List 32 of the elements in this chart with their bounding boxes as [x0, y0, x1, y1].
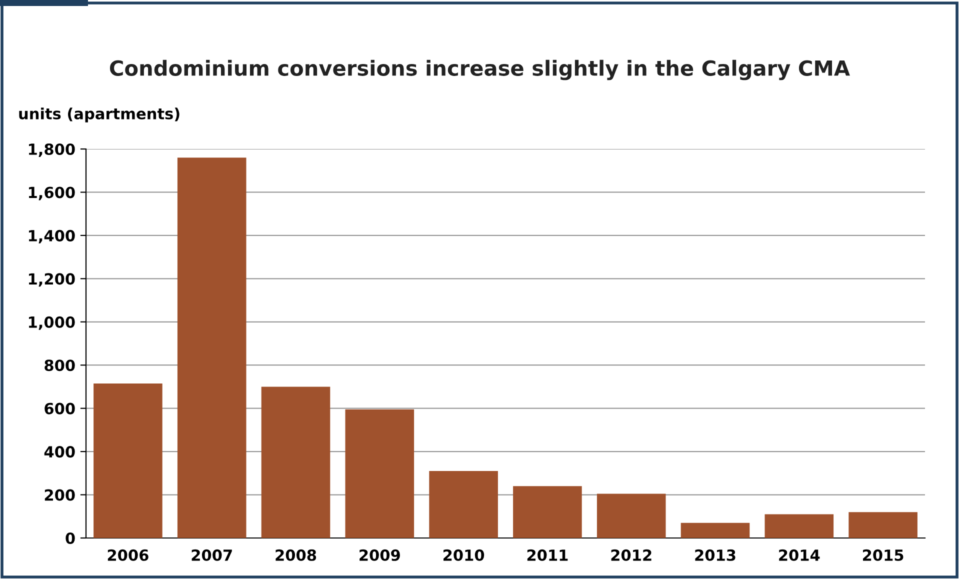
y-tick-label: 600 [44, 402, 75, 414]
x-tick-label: 2006 [108, 549, 148, 561]
y-tick-label: 200 [44, 489, 75, 501]
y-tick-label: 800 [44, 360, 75, 372]
bar [513, 486, 582, 538]
bar [94, 383, 162, 538]
bar [177, 158, 246, 538]
x-tick-label: 2008 [276, 549, 316, 561]
bar [345, 409, 414, 538]
x-tick-label: 2010 [444, 549, 484, 561]
y-tick-label: 400 [44, 446, 75, 458]
x-tick-label: 2007 [192, 549, 232, 561]
y-tick-label: 1,400 [28, 230, 75, 244]
x-tick-label: 2009 [360, 549, 400, 561]
bar [261, 386, 330, 538]
x-tick-label: 2013 [695, 549, 736, 561]
x-tick-label: 2015 [863, 549, 904, 561]
bar [596, 494, 666, 538]
x-tick-label: 2012 [611, 549, 652, 561]
bar [680, 522, 750, 538]
x-tick-label: 2014 [779, 549, 820, 561]
y-tick-label: 1,000 [28, 316, 75, 330]
y-tick-label: 1,600 [28, 186, 75, 200]
y-tick-label: 1,800 [28, 143, 75, 157]
y-tick-label: 1,200 [28, 273, 75, 287]
bar [429, 471, 498, 538]
bar [764, 514, 834, 538]
chart-title: Condominium conversions increase slightly in the Calgary CMA [110, 60, 850, 80]
bar [848, 512, 918, 538]
x-tick-label: 2011 [527, 549, 568, 561]
y-axis-title: units (apartments) [19, 108, 180, 122]
y-tick-label: 0 [66, 532, 75, 544]
